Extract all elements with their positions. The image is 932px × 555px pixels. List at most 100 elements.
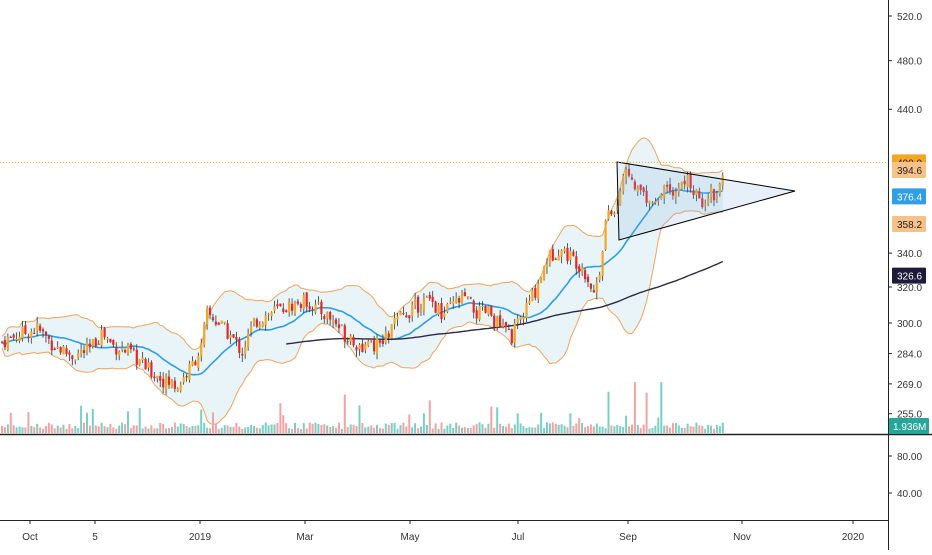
candle[interactable]: [229, 330, 232, 345]
candle[interactable]: [103, 326, 106, 340]
candle[interactable]: [12, 333, 15, 341]
candle[interactable]: [273, 300, 276, 314]
candle[interactable]: [299, 302, 302, 312]
candle[interactable]: [560, 249, 563, 264]
candle[interactable]: [346, 337, 349, 345]
candle[interactable]: [469, 296, 472, 300]
candle[interactable]: [244, 340, 247, 359]
candle[interactable]: [607, 205, 610, 221]
candle[interactable]: [165, 373, 168, 395]
candle[interactable]: [701, 193, 704, 209]
candle[interactable]: [250, 321, 253, 337]
candle[interactable]: [329, 310, 332, 326]
candle[interactable]: [147, 358, 150, 372]
candle[interactable]: [712, 188, 716, 207]
candle[interactable]: [660, 193, 663, 200]
candle[interactable]: [563, 246, 566, 254]
candle[interactable]: [80, 344, 83, 358]
candle[interactable]: [305, 291, 308, 313]
candle[interactable]: [721, 172, 724, 190]
candle[interactable]: [138, 359, 141, 367]
candle[interactable]: [657, 198, 660, 206]
candle[interactable]: [466, 296, 469, 300]
candle[interactable]: [417, 295, 420, 318]
candle[interactable]: [408, 315, 411, 323]
candle[interactable]: [639, 184, 642, 195]
candle[interactable]: [399, 310, 402, 316]
candle[interactable]: [507, 324, 510, 331]
candle[interactable]: [589, 283, 592, 292]
candle[interactable]: [525, 297, 528, 323]
candle[interactable]: [308, 301, 311, 313]
candle[interactable]: [419, 303, 423, 316]
candle[interactable]: [704, 199, 707, 212]
candle[interactable]: [247, 328, 250, 351]
candle[interactable]: [182, 372, 185, 385]
candle[interactable]: [82, 345, 86, 359]
candle[interactable]: [510, 328, 513, 346]
candle[interactable]: [355, 345, 358, 357]
candle[interactable]: [540, 276, 543, 284]
candle[interactable]: [598, 271, 601, 283]
candle[interactable]: [431, 290, 434, 308]
candle[interactable]: [569, 247, 572, 265]
candle[interactable]: [293, 300, 297, 316]
candle[interactable]: [460, 290, 464, 305]
candle[interactable]: [176, 387, 179, 393]
candle[interactable]: [425, 295, 428, 299]
candle[interactable]: [487, 305, 490, 317]
candle[interactable]: [15, 332, 18, 343]
candle[interactable]: [616, 199, 619, 214]
candle[interactable]: [499, 310, 502, 328]
candle[interactable]: [159, 371, 162, 388]
candle[interactable]: [411, 301, 414, 322]
candle[interactable]: [208, 305, 212, 320]
candle[interactable]: [77, 349, 80, 361]
candle[interactable]: [235, 331, 238, 347]
candle[interactable]: [162, 372, 165, 394]
candle[interactable]: [384, 326, 387, 345]
candle[interactable]: [323, 314, 326, 324]
candle[interactable]: [291, 298, 294, 316]
candle[interactable]: [68, 350, 71, 361]
candle[interactable]: [285, 309, 288, 313]
candle[interactable]: [314, 299, 317, 315]
candle[interactable]: [100, 325, 103, 348]
candle[interactable]: [258, 321, 261, 331]
candle[interactable]: [671, 187, 675, 200]
candle[interactable]: [622, 173, 625, 195]
candle[interactable]: [85, 337, 89, 356]
candle[interactable]: [668, 177, 672, 195]
candle[interactable]: [106, 336, 109, 343]
candle[interactable]: [446, 302, 449, 314]
candle[interactable]: [715, 190, 718, 203]
candle[interactable]: [343, 323, 346, 349]
candle[interactable]: [24, 321, 27, 335]
candle[interactable]: [361, 339, 364, 353]
candle[interactable]: [226, 320, 229, 340]
candle[interactable]: [44, 331, 48, 343]
candle[interactable]: [194, 359, 197, 366]
candle[interactable]: [522, 312, 525, 326]
candle[interactable]: [167, 370, 171, 389]
candle[interactable]: [674, 187, 677, 204]
candle[interactable]: [707, 193, 710, 207]
candle[interactable]: [627, 163, 631, 178]
candle[interactable]: [434, 300, 437, 314]
candle[interactable]: [531, 288, 534, 302]
candle[interactable]: [21, 320, 24, 342]
candle[interactable]: [200, 338, 203, 362]
candle[interactable]: [481, 301, 484, 311]
candle[interactable]: [613, 211, 616, 218]
candle[interactable]: [238, 336, 241, 359]
candle[interactable]: [677, 182, 680, 197]
candle[interactable]: [197, 352, 200, 372]
candle[interactable]: [680, 181, 683, 191]
candle[interactable]: [6, 333, 9, 352]
candle[interactable]: [592, 284, 595, 293]
candle[interactable]: [572, 249, 575, 257]
candle[interactable]: [282, 303, 285, 314]
candle[interactable]: [206, 305, 209, 330]
candle[interactable]: [332, 314, 335, 329]
candle[interactable]: [203, 321, 206, 348]
